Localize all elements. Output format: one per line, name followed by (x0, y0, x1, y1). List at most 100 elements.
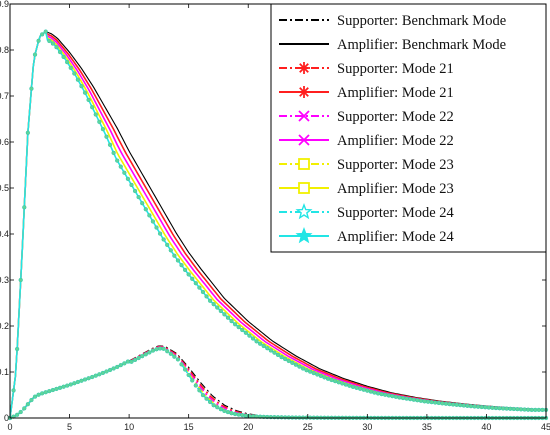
x-tick-label: 30 (362, 422, 372, 432)
data-point (386, 393, 391, 398)
data-point (318, 373, 324, 379)
data-point (168, 248, 173, 253)
data-point (383, 392, 388, 397)
data-point (86, 376, 91, 381)
data-point (15, 412, 20, 417)
data-point (100, 370, 106, 376)
data-point (308, 369, 313, 374)
data-point (65, 383, 70, 388)
y-tick-label: 0.6 (0, 137, 9, 147)
data-point (418, 398, 424, 403)
data-point (143, 207, 148, 212)
y-tick-label: 0.8 (0, 45, 9, 55)
data-point (193, 383, 198, 388)
data-point (254, 339, 259, 344)
data-point (186, 372, 191, 378)
legend-label: Amplifier: Mode 22 (337, 133, 454, 149)
data-point (200, 289, 206, 295)
data-point (161, 346, 166, 351)
data-point (257, 341, 263, 346)
legend-label: Supporter: Mode 24 (337, 205, 455, 221)
data-point (136, 355, 141, 361)
data-point (68, 65, 73, 70)
data-point (29, 86, 34, 91)
data-point (129, 359, 134, 364)
data-point (97, 372, 102, 377)
data-point (358, 386, 363, 391)
data-point (118, 363, 123, 368)
data-point (372, 390, 377, 395)
data-point (18, 409, 23, 415)
legend-item: Supporter: Mode 21 (279, 61, 454, 77)
legend-label: Supporter: Mode 23 (337, 157, 454, 173)
data-point (182, 267, 188, 273)
x-marker-icon (298, 110, 310, 122)
data-point (536, 407, 541, 413)
y-tick-label: 0.1 (0, 367, 9, 377)
data-point (136, 194, 141, 200)
data-point (40, 32, 45, 37)
data-point (411, 397, 416, 402)
x-marker-icon (298, 134, 310, 146)
data-point (525, 407, 531, 412)
data-point (218, 407, 223, 412)
data-point (333, 379, 338, 384)
data-point (275, 415, 281, 420)
data-point (215, 405, 220, 410)
data-point (93, 112, 98, 117)
data-point (440, 401, 445, 406)
data-point (197, 285, 202, 290)
legend-label: Supporter: Mode 22 (337, 109, 454, 125)
x-tick-label: 10 (124, 422, 134, 432)
legend-item: Amplifier: Benchmark Mode (279, 37, 506, 53)
data-point (157, 231, 163, 236)
data-point (182, 367, 188, 372)
data-point (283, 356, 288, 362)
data-point (15, 346, 20, 352)
data-point (179, 263, 184, 268)
data-point (11, 388, 16, 393)
data-point (329, 377, 334, 383)
legend-items: Supporter: Benchmark Mode Amplifier: Benc… (279, 13, 506, 245)
data-point (61, 384, 66, 389)
data-point (147, 213, 152, 218)
data-point (207, 399, 213, 405)
legend-item: Amplifier: Mode 23 (279, 181, 454, 197)
data-point (107, 142, 113, 147)
data-point (57, 49, 63, 55)
data-point (483, 405, 488, 410)
data-point (522, 407, 527, 412)
star-marker-icon (295, 203, 313, 220)
x-tick-label: 0 (7, 422, 12, 432)
data-point (50, 387, 56, 393)
data-point (343, 382, 349, 387)
data-point (468, 404, 474, 409)
data-point (211, 302, 216, 307)
data-point (297, 364, 302, 369)
data-point (529, 407, 534, 413)
data-point (232, 411, 238, 417)
data-point (225, 409, 231, 415)
data-point (72, 381, 77, 386)
data-point (365, 388, 370, 393)
data-point (397, 395, 402, 400)
y-tick-label: 0.7 (0, 91, 9, 101)
data-point (400, 395, 406, 401)
data-point (90, 105, 95, 110)
data-point (111, 366, 116, 371)
data-point (211, 403, 216, 408)
data-point (229, 318, 234, 324)
data-point (325, 376, 331, 381)
legend-label: Amplifier: Mode 21 (337, 85, 454, 101)
data-point (504, 406, 509, 411)
data-point (154, 347, 159, 352)
data-point (165, 349, 170, 354)
legend-box (270, 3, 547, 253)
data-point (490, 405, 495, 410)
data-point (122, 361, 127, 366)
data-point (275, 352, 281, 358)
data-point (204, 294, 209, 299)
data-point (107, 367, 113, 373)
data-point (222, 408, 227, 414)
